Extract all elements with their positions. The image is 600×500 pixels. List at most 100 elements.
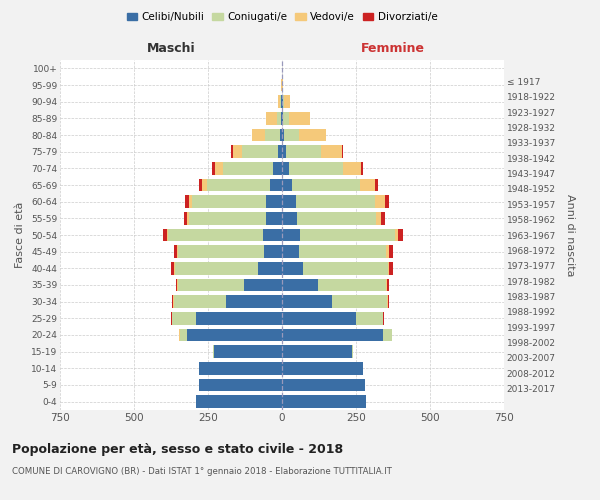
Bar: [212, 162, 215, 174]
Bar: [386, 246, 389, 258]
Bar: [342, 146, 343, 158]
Bar: [202, 179, 206, 192]
Bar: [356, 312, 383, 324]
Bar: [282, 379, 365, 391]
Bar: [332, 296, 387, 308]
Bar: [282, 279, 317, 291]
Text: Popolazione per età, sesso e stato civile - 2018: Popolazione per età, sesso e stato civil…: [12, 442, 343, 456]
Bar: [213, 346, 214, 358]
Bar: [231, 146, 233, 158]
Bar: [284, 96, 290, 108]
Bar: [244, 279, 282, 291]
Bar: [263, 229, 282, 241]
Bar: [298, 212, 376, 224]
Bar: [266, 112, 277, 124]
Bar: [282, 212, 298, 224]
Y-axis label: Fasce di età: Fasce di età: [16, 202, 25, 268]
Bar: [284, 129, 299, 141]
Bar: [266, 196, 282, 208]
Bar: [282, 346, 352, 358]
Bar: [317, 279, 386, 291]
Bar: [282, 162, 289, 174]
Bar: [386, 279, 387, 291]
Bar: [172, 296, 173, 308]
Bar: [296, 196, 374, 208]
Bar: [226, 296, 282, 308]
Bar: [178, 279, 244, 291]
Bar: [273, 162, 282, 174]
Bar: [282, 262, 304, 274]
Bar: [387, 279, 389, 291]
Bar: [282, 129, 284, 141]
Bar: [304, 262, 388, 274]
Bar: [388, 296, 389, 308]
Bar: [387, 296, 388, 308]
Bar: [282, 312, 356, 324]
Bar: [375, 179, 378, 192]
Bar: [282, 246, 299, 258]
Bar: [192, 196, 266, 208]
Bar: [289, 112, 310, 124]
Bar: [383, 329, 392, 341]
Bar: [280, 96, 281, 108]
Bar: [343, 162, 361, 174]
Bar: [270, 179, 282, 192]
Bar: [389, 246, 393, 258]
Bar: [264, 246, 282, 258]
Bar: [184, 212, 187, 224]
Bar: [196, 396, 282, 408]
Bar: [174, 262, 175, 274]
Bar: [286, 146, 321, 158]
Bar: [389, 262, 393, 274]
Bar: [385, 196, 389, 208]
Bar: [376, 212, 381, 224]
Bar: [266, 212, 282, 224]
Bar: [282, 296, 332, 308]
Bar: [223, 162, 273, 174]
Bar: [280, 129, 282, 141]
Bar: [196, 312, 282, 324]
Bar: [395, 229, 398, 241]
Bar: [388, 262, 389, 274]
Bar: [299, 129, 326, 141]
Text: COMUNE DI CAROVIGNO (BR) - Dati ISTAT 1° gennaio 2018 - Elaborazione TUTTITALIA.: COMUNE DI CAROVIGNO (BR) - Dati ISTAT 1°…: [12, 468, 392, 476]
Bar: [352, 346, 353, 358]
Bar: [177, 279, 178, 291]
Bar: [233, 146, 242, 158]
Bar: [171, 262, 174, 274]
Bar: [175, 262, 259, 274]
Bar: [282, 396, 367, 408]
Bar: [374, 196, 385, 208]
Bar: [321, 146, 342, 158]
Bar: [199, 179, 202, 192]
Bar: [187, 329, 282, 341]
Bar: [282, 112, 283, 124]
Bar: [282, 196, 296, 208]
Bar: [299, 246, 386, 258]
Bar: [174, 246, 177, 258]
Text: Femmine: Femmine: [361, 42, 425, 55]
Bar: [301, 229, 395, 241]
Bar: [180, 329, 187, 341]
Bar: [361, 179, 375, 192]
Bar: [282, 96, 283, 108]
Bar: [398, 229, 403, 241]
Bar: [282, 329, 383, 341]
Bar: [283, 96, 284, 108]
Bar: [189, 212, 266, 224]
Bar: [282, 229, 301, 241]
Bar: [242, 146, 278, 158]
Bar: [176, 279, 177, 291]
Bar: [206, 179, 270, 192]
Bar: [278, 96, 280, 108]
Text: Maschi: Maschi: [146, 42, 196, 55]
Bar: [281, 112, 282, 124]
Bar: [173, 296, 174, 308]
Bar: [214, 346, 282, 358]
Bar: [278, 146, 282, 158]
Bar: [178, 246, 264, 258]
Bar: [282, 179, 292, 192]
Bar: [215, 162, 223, 174]
Bar: [185, 196, 189, 208]
Bar: [265, 129, 280, 141]
